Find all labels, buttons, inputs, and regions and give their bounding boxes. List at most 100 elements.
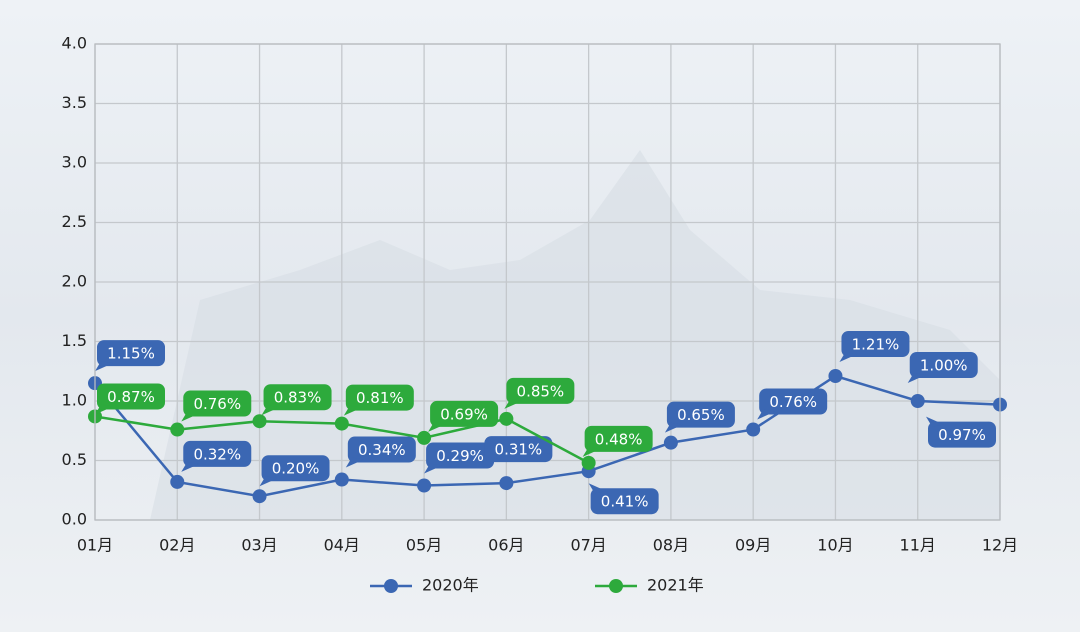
data-label: 1.00% [920,357,968,375]
data-label-tail [588,483,607,494]
plot-frame [94,43,1001,521]
data-point [499,476,514,491]
data-label: 0.76% [193,395,241,413]
data-label-bg [263,384,332,411]
y-tick-label: 4.0 [62,34,87,53]
data-label: 1.15% [107,345,155,363]
data-point [170,422,185,437]
data-label-bg [183,440,252,467]
data-label-bubble: 0.48% [582,425,653,457]
data-point [252,414,267,429]
data-label: 0.31% [495,441,543,459]
data-label-bg [759,388,828,415]
data-label-bubble: 0.31% [482,436,553,468]
data-point [417,478,432,493]
data-label-bubble: 1.21% [839,331,910,363]
x-tick-label: 02月 [159,536,195,555]
data-label-tail [926,416,944,427]
legend-marker [384,579,398,593]
data-point [746,422,761,437]
data-point [828,369,843,384]
data-label-tail [181,461,200,472]
data-label: 0.69% [440,405,488,423]
x-tick-label: 07月 [570,536,606,555]
data-label-tail [757,409,776,420]
data-label-bubble: 0.41% [588,483,659,515]
data-label: 0.65% [677,406,725,424]
data-label-tail [428,421,447,432]
x-tick-label: 12月 [982,536,1018,555]
data-label-bubble: 0.65% [664,401,735,433]
y-tick-label: 3.5 [62,93,87,112]
data-label: 1.21% [852,336,900,354]
x-tick-label: 11月 [900,536,936,555]
data-label-bubble: 0.20% [259,455,330,487]
data-label-bg [426,442,495,469]
data-label-bg [97,383,165,410]
x-tick-label: 05月 [406,536,442,555]
data-label-bg [347,436,416,463]
x-tick-label: 08月 [653,536,689,555]
data-label-tail [95,361,113,372]
data-label-bg [430,400,499,427]
data-label-tail [261,405,280,416]
data-point [663,435,678,450]
x-tick-label: 04月 [324,536,360,555]
data-label-bg [183,390,252,417]
data-label: 0.97% [938,426,986,444]
data-label-tail [482,457,501,468]
data-label-tail [907,373,926,383]
data-label-bubble: 0.81% [343,384,414,416]
data-point [252,489,267,504]
data-label-bg [261,455,330,482]
y-tick-label: 3.0 [62,153,87,172]
data-label-bubble: 0.69% [428,400,499,432]
data-label-bg [584,425,653,452]
x-tick-label: 03月 [241,536,277,555]
data-label-tail [259,476,278,487]
data-label: 0.87% [107,388,155,406]
data-label-tail [839,352,858,363]
x-tick-label: 10月 [817,536,853,555]
data-label-bubble: 0.29% [424,442,495,474]
data-label-bubble: 0.32% [181,440,252,472]
data-label-bubble: 0.85% [504,377,575,409]
data-label-bg [928,421,996,448]
data-label: 0.48% [595,430,643,448]
data-label: 0.85% [517,382,565,400]
y-tick-label: 0.0 [62,510,87,529]
legend-label: 2020年 [422,576,479,595]
y-tick-label: 1.5 [62,331,87,350]
data-label-tail [504,398,523,409]
y-tick-label: 2.5 [62,212,87,231]
data-label-bubble: 0.76% [757,388,828,420]
y-tick-label: 0.5 [62,450,87,469]
y-tick-label: 2.0 [62,272,87,291]
data-point [910,394,925,408]
data-label-bubble: 0.76% [181,390,252,422]
data-point [334,472,349,487]
data-label-tail [343,405,362,416]
data-label-bubble: 0.97% [926,416,996,448]
series-line [94,374,1001,498]
y-tick-label: 1.0 [62,391,87,410]
data-label-bg [590,488,659,515]
data-label-tail [95,404,113,415]
data-label-bg [666,401,735,428]
data-label-bubble: 0.83% [261,384,332,416]
data-point [170,474,185,489]
data-label-tail [424,463,443,474]
legend-marker [609,579,623,593]
data-point [334,416,349,431]
legend-label: 2021年 [647,576,704,595]
data-label: 0.81% [356,389,404,407]
data-label-bubble: 0.34% [345,436,416,468]
data-label: 0.34% [358,441,406,459]
x-tick-label: 01月 [77,536,113,555]
data-label: 0.32% [193,445,241,463]
data-point [499,411,514,426]
data-label-bubble: 0.87% [95,383,165,415]
data-label-bg [484,436,553,463]
data-point [581,455,596,470]
